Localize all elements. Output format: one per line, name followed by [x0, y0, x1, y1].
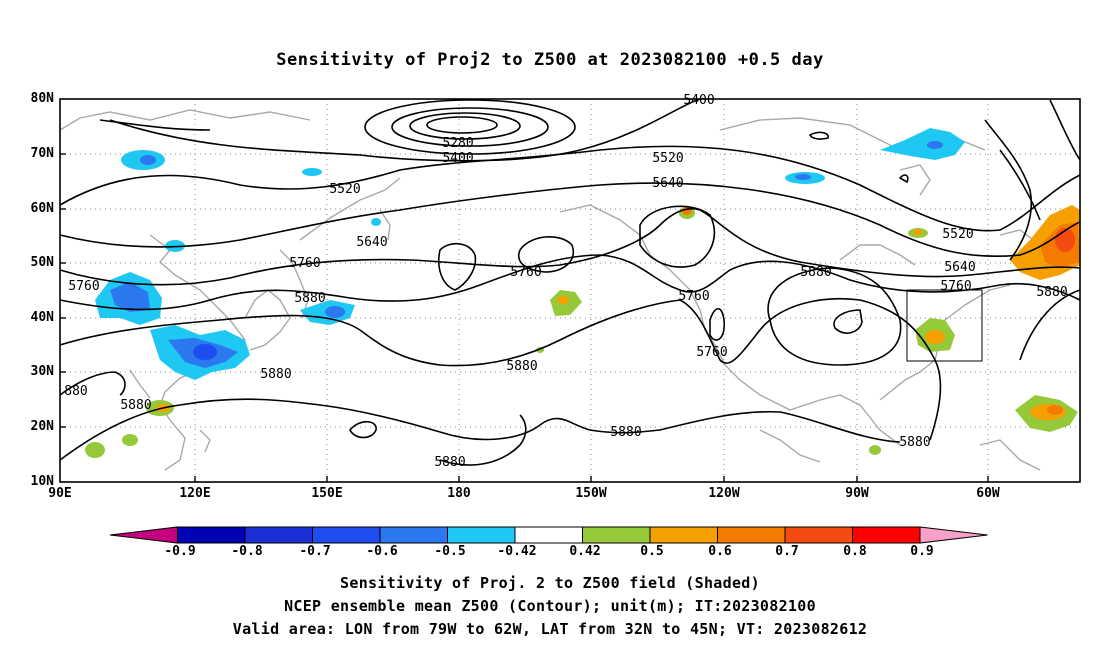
map-frame	[59, 98, 1081, 483]
lat-tick-label: 40N	[30, 310, 54, 325]
colorbar-segment	[649, 526, 718, 544]
colorbar-segment	[582, 526, 651, 544]
contour-label: 5880	[294, 291, 325, 306]
lon-tick-label: 150E	[311, 486, 343, 501]
colorbar-label: 0.8	[843, 544, 867, 559]
contour-label: 880	[64, 384, 87, 399]
z500-contours	[59, 98, 1081, 466]
lon-tick-label: 120E	[179, 486, 211, 501]
contour-label: 5640	[652, 176, 683, 191]
contour-label: 5760	[68, 279, 99, 294]
axis-ticks	[60, 153, 989, 482]
colorbar-segment	[852, 526, 921, 544]
contour-label: 5760	[510, 265, 541, 280]
lat-tick-label: 80N	[30, 91, 54, 106]
lat-tick-label: 50N	[30, 255, 54, 270]
lon-tick-label: 180	[447, 486, 471, 501]
contour-label: 5400	[442, 151, 473, 166]
colorbar-segment	[177, 526, 246, 544]
contour-label: 5520	[942, 227, 973, 242]
contour-label: 5880	[260, 367, 291, 382]
colorbar-right-arrow	[919, 526, 988, 544]
colorbar-segment	[784, 526, 853, 544]
contour-label: 5760	[696, 345, 727, 360]
positive-sensitivity-shading	[85, 205, 1080, 458]
colorbar-label: 0.9	[910, 544, 934, 559]
contour-label: 5880	[800, 265, 831, 280]
lon-tick-label: 120W	[708, 486, 740, 501]
colorbar-segment	[312, 526, 381, 544]
lat-tick-label: 20N	[30, 419, 54, 434]
lat-tick-label: 10N	[30, 474, 54, 489]
contour-label: 5400	[683, 93, 714, 108]
colorbar-label: -0.8	[231, 544, 263, 559]
contour-label: 5520	[329, 182, 360, 197]
map-panel: 5400 5280 5400 5520 5520 5640 5640 5760 …	[59, 93, 1081, 483]
caption-line-1: Sensitivity of Proj. 2 to Z500 field (Sh…	[340, 574, 760, 592]
contour-labels: 5400 5280 5400 5520 5520 5640 5640 5760 …	[64, 93, 1067, 470]
colorbar-left-arrow	[109, 526, 178, 544]
contour-label: 5640	[944, 260, 975, 275]
lat-tick-label: 70N	[30, 146, 54, 161]
colorbar-label: -0.7	[299, 544, 331, 559]
lon-tick-label: 60W	[976, 486, 1000, 501]
colorbar-segment	[447, 526, 516, 544]
colorbar-label: 0.6	[708, 544, 732, 559]
negative-sensitivity-shading	[95, 128, 965, 380]
lon-tick-label: 90W	[845, 486, 869, 501]
colorbar-segment	[717, 526, 786, 544]
colorbar-label: -0.9	[164, 544, 196, 559]
valid-area-box	[906, 289, 983, 362]
lat-tick-label: 60N	[30, 201, 54, 216]
contour-label: 5880	[1036, 285, 1067, 300]
contour-label: 5760	[678, 289, 709, 304]
chart-title: Sensitivity of Proj2 to Z500 at 20230821…	[276, 50, 824, 70]
colorbar-label: -0.42	[497, 544, 537, 559]
contour-label: 5280	[442, 136, 473, 151]
contour-label: 5640	[356, 235, 387, 250]
colorbar-segment	[514, 526, 583, 544]
lon-tick-label: 90E	[48, 486, 72, 501]
contour-label: 5880	[434, 455, 465, 470]
caption-line-3: Valid area: LON from 79W to 62W, LAT fro…	[232, 620, 868, 638]
colorbar-label: -0.6	[366, 544, 398, 559]
contour-label: 5880	[899, 435, 930, 450]
colorbar-label: 0.42	[569, 544, 601, 559]
lat-tick-label: 30N	[30, 364, 54, 379]
colorbar-label: 0.5	[640, 544, 664, 559]
colorbar-label: 0.7	[775, 544, 799, 559]
colorbar-label: -0.5	[434, 544, 466, 559]
contour-label: 5880	[120, 398, 151, 413]
contour-label: 5880	[506, 359, 537, 374]
contour-label: 5760	[289, 256, 320, 271]
lon-tick-label: 150W	[575, 486, 607, 501]
caption-line-2: NCEP ensemble mean Z500 (Contour); unit(…	[284, 597, 816, 615]
colorbar-segment	[244, 526, 313, 544]
contour-label: 5880	[610, 425, 641, 440]
colorbar-segment	[379, 526, 448, 544]
colorbar	[109, 526, 988, 544]
contour-label: 5520	[652, 151, 683, 166]
contour-label: 5760	[940, 279, 971, 294]
